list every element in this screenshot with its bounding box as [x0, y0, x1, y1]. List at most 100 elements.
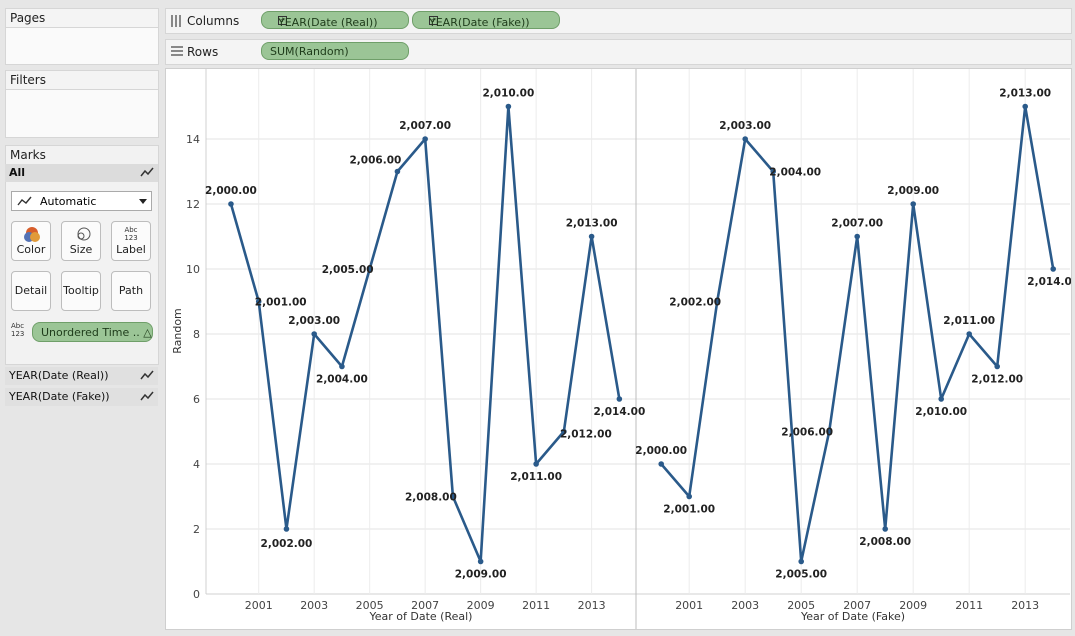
data-point: [505, 103, 512, 110]
path-button[interactable]: Path: [111, 271, 151, 311]
line-mark-icon: [140, 167, 154, 177]
data-point: [561, 428, 567, 435]
tooltip-button[interactable]: Tooltip: [61, 271, 101, 311]
label-field-icon: Abc 123: [11, 322, 24, 338]
y-tick-label: 14: [186, 133, 200, 146]
x-tick-label: 2001: [245, 599, 273, 612]
data-point: [798, 558, 804, 565]
data-label: 2,004.00: [769, 167, 821, 179]
expand-icon[interactable]: +: [278, 16, 287, 25]
x-axis-title: Year of Date (Fake): [800, 610, 905, 623]
data-point: [686, 493, 692, 500]
label-field-pill[interactable]: Unordered Time .. △: [32, 322, 153, 342]
data-label: 2,000.00: [635, 445, 687, 457]
line-mark-icon: [140, 370, 154, 380]
size-button[interactable]: Size: [61, 221, 101, 261]
data-label: 2,006.00: [350, 155, 402, 167]
data-label: 2,011.00: [510, 471, 562, 483]
rows-title: Rows: [187, 45, 219, 59]
size-icon: [77, 227, 91, 241]
y-tick-label: 0: [193, 588, 200, 601]
pages-drop-area[interactable]: [6, 27, 158, 64]
label-button[interactable]: Abc 123 Label: [111, 221, 151, 261]
y-tick-label: 10: [186, 263, 200, 276]
label-button-label: Label: [116, 243, 146, 256]
x-tick-label: 2007: [411, 599, 439, 612]
columns-pill-real[interactable]: + YEAR(Date (Real)): [261, 11, 409, 29]
rows-pill-sum-random[interactable]: SUM(Random): [261, 42, 409, 60]
data-point: [533, 461, 539, 467]
data-label: 2,008.00: [859, 536, 911, 548]
x-tick-label: 2005: [787, 599, 815, 612]
data-label: 2,009.00: [887, 185, 939, 197]
data-label: 2,010.00: [915, 406, 967, 418]
data-label: 2,013.00: [566, 218, 618, 230]
data-label: 2,006.00: [781, 427, 833, 439]
data-label: 2,012.00: [560, 429, 612, 441]
columns-shelf[interactable]: Columns + YEAR(Date (Real)) + YEAR(Date (F…: [165, 8, 1072, 34]
x-tick-label: 2009: [467, 599, 495, 612]
marks-title: Marks: [10, 148, 46, 162]
data-label: 2,003.00: [719, 120, 771, 132]
path-button-label: Path: [118, 284, 144, 297]
data-point: [311, 331, 317, 337]
chart-view[interactable]: 0 2 4 6 8 10 12 14 Random 2001 2003 2005 2007 2009 201…: [165, 68, 1075, 630]
x-axis-title: Year of Date (Real): [369, 610, 473, 623]
y-tick-label: 4: [193, 458, 200, 471]
label-icon: Abc 123: [112, 226, 150, 242]
data-point: [450, 493, 456, 500]
line-chart[interactable]: 0 2 4 6 8 10 12 14 Random 2001 2003 2005 2007 2009 201…: [166, 69, 1075, 629]
data-point: [339, 363, 345, 370]
data-label: 2,008.00: [405, 492, 457, 504]
rows-shelf[interactable]: Rows SUM(Random): [165, 39, 1072, 65]
mark-type-dropdown[interactable]: Automatic: [11, 191, 152, 211]
data-point: [714, 298, 720, 305]
y-tick-label: 8: [193, 328, 200, 341]
marks-all-label: All: [9, 166, 26, 179]
line-mark-icon: [17, 196, 32, 206]
color-button-label: Color: [16, 243, 46, 256]
data-point: [910, 201, 916, 207]
data-label: 2,014.00: [593, 406, 645, 418]
data-label: 2,001.00: [663, 504, 715, 516]
data-point: [228, 201, 234, 207]
columns-pill-real-text: YEAR(Date (Real)): [278, 16, 378, 29]
data-point: [854, 233, 860, 240]
size-button-label: Size: [69, 243, 93, 256]
data-label: 2,002.00: [669, 297, 721, 309]
data-point: [966, 331, 972, 337]
data-label: 2,002.00: [261, 538, 313, 550]
expand-icon[interactable]: +: [429, 16, 438, 25]
label-field-pill-text: Unordered Time .. △: [41, 326, 152, 339]
marks-field-row-fake[interactable]: YEAR(Date (Fake)): [5, 388, 158, 406]
marks-field-row-real[interactable]: YEAR(Date (Real)): [5, 367, 158, 385]
x-tick-label: 2013: [578, 599, 606, 612]
data-label: 2,012.00: [971, 374, 1023, 386]
detail-button[interactable]: Detail: [11, 271, 51, 311]
data-point: [770, 168, 776, 175]
columns-pill-fake[interactable]: + YEAR(Date (Fake)): [412, 11, 560, 29]
columns-pill-fake-text: YEAR(Date (Fake)): [429, 16, 530, 29]
data-label: 2,007.00: [831, 218, 883, 230]
data-point: [394, 168, 401, 175]
data-label: 2,001.00: [255, 297, 307, 309]
y-axis-title: Random: [171, 308, 184, 354]
data-point: [616, 396, 623, 402]
data-point: [588, 233, 595, 240]
chevron-down-icon: [139, 199, 147, 204]
x-tick-label: 2001: [675, 599, 703, 612]
data-label: 2,004.00: [316, 374, 368, 386]
data-label: 2,010.00: [482, 88, 534, 100]
color-button[interactable]: Color: [11, 221, 51, 261]
data-point: [366, 266, 373, 272]
x-tick-label: 2003: [300, 599, 328, 612]
data-label: 2,009.00: [455, 569, 507, 581]
marks-all-row[interactable]: All: [5, 164, 158, 182]
color-icon: [24, 227, 40, 242]
data-point: [938, 396, 944, 402]
filters-drop-area[interactable]: [6, 89, 158, 137]
label-icon-bottom: 123: [124, 234, 138, 242]
data-point: [882, 526, 888, 532]
x-tick-label: 2011: [955, 599, 983, 612]
tooltip-button-label: Tooltip: [63, 284, 99, 297]
